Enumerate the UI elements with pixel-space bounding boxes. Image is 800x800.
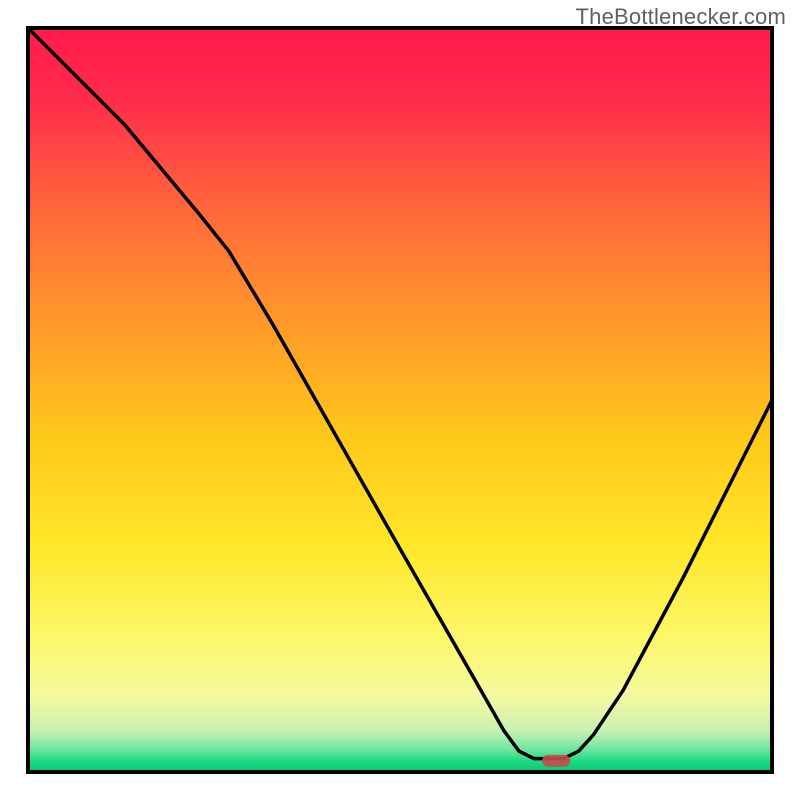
chart-container: TheBottlenecker.com <box>0 0 800 800</box>
optimal-marker <box>542 755 570 767</box>
plot-background <box>28 28 772 772</box>
bottleneck-chart <box>0 0 800 800</box>
watermark-text: TheBottlenecker.com <box>576 4 786 30</box>
